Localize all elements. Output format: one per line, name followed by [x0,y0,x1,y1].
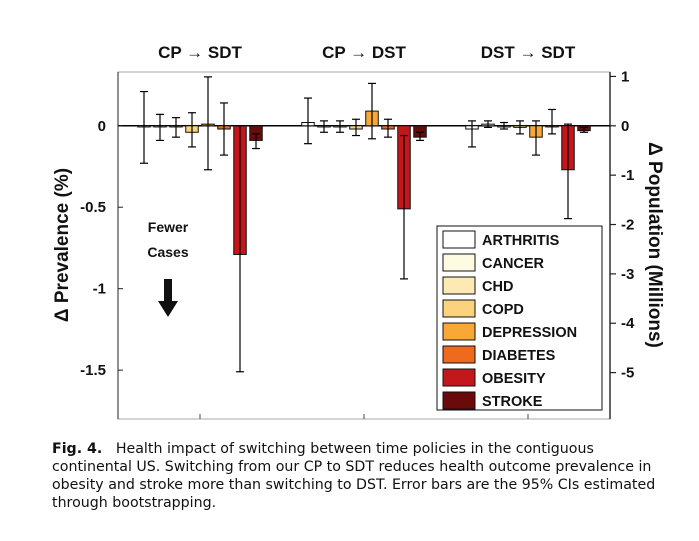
legend-swatch [442,368,476,387]
right-tick-label: -4 [621,315,635,332]
legend: ARTHRITIS CANCER CHD COPD DEPRESSION DIABETES… [436,225,603,411]
arrow-down-icon-shaft [164,279,172,302]
legend-label: OBESITY [482,371,546,387]
legend-swatch [442,299,476,318]
bars-layer [137,76,591,373]
right-tick-label: 1 [621,68,629,85]
group-label: CP → SDT [158,43,242,62]
legend-label: DIABETES [482,348,556,364]
legend-swatch [442,322,476,341]
arrow-down-icon-head [158,301,178,317]
right-tick-label: -2 [621,217,634,234]
chart: 0 -0.5 -1 -1.5 1 0 -1 -2 -3 -4 -5 CP → SDT CP → DST… [52,43,665,420]
left-tick-label: -1 [93,281,106,298]
legend-swatch [442,391,476,410]
group-label: CP → DST [322,43,406,62]
legend-swatch [442,230,476,249]
legend-label: STROKE [482,394,543,410]
legend-label: CHD [482,279,513,295]
y-axis-right-label: Δ Population (Millions) [644,142,665,348]
legend-swatch [442,276,476,295]
legend-label: CANCER [482,256,545,272]
annotation-line-2: Cases [147,244,188,260]
legend-swatch [442,253,476,272]
left-tick-label: 0 [98,118,106,135]
caption-text: Health impact of switching between time … [52,441,656,511]
annotation-line-1: Fewer [148,219,189,235]
left-tick-label: -1.5 [80,362,106,379]
right-tick-label: -5 [621,365,634,382]
ticks-layer: 0 -0.5 -1 -1.5 1 0 -1 -2 -3 -4 -5 [80,68,635,419]
left-tick-label: -0.5 [80,199,106,216]
figure-caption: Fig. 4. Health impact of switching betwe… [52,440,662,512]
right-tick-label: -3 [621,266,634,283]
legend-label: COPD [482,302,524,318]
right-tick-label: 0 [621,118,629,135]
legend-label: DEPRESSION [482,325,577,341]
legend-swatch [442,345,476,364]
caption-label: Fig. 4. [52,441,103,457]
group-label: DST → SDT [481,43,576,62]
right-tick-label: -1 [621,167,634,184]
y-axis-left-label: Δ Prevalence (%) [52,168,73,322]
legend-label: ARTHRITIS [482,233,560,249]
labels-layer: CP → SDT CP → DST DST → SDT Δ Prevalence (%… [52,43,665,348]
